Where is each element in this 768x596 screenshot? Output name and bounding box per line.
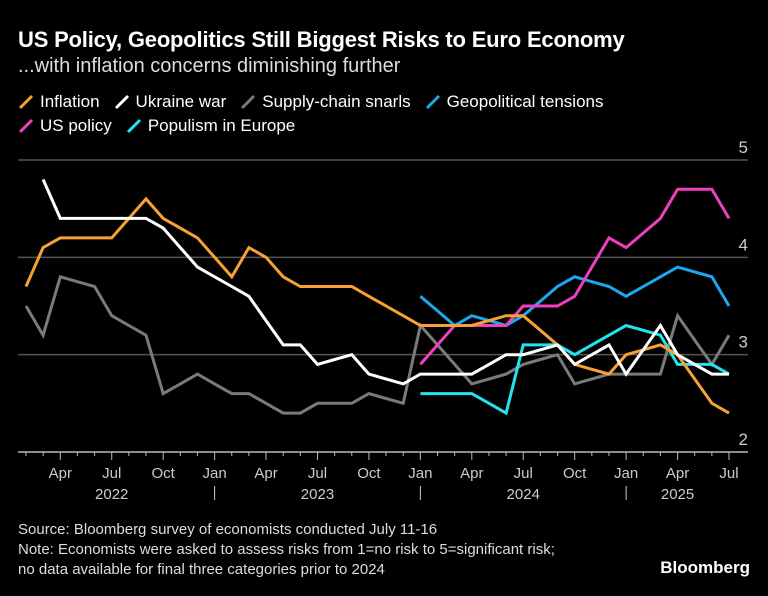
series-line-inflation (24, 196, 730, 415)
series-line-supply-chain-snarls (24, 274, 731, 415)
legend-item: Ukraine war (114, 92, 227, 112)
methodology-note: Note: Economists were asked to assess ri… (18, 541, 555, 558)
y-tick-label: 4 (739, 235, 748, 254)
x-tick-label: Jan (203, 465, 227, 482)
bloomberg-logo: Bloomberg (660, 558, 750, 577)
x-tick-label: Jan (614, 465, 638, 482)
series-line-geopolitical-tensions (419, 265, 731, 328)
chart-title: US Policy, Geopolitics Still Biggest Ris… (18, 27, 625, 52)
legend-label: Ukraine war (135, 92, 227, 111)
chart-subtitle: ...with inflation concerns diminishing f… (18, 55, 401, 77)
methodology-note: no data available for final three catego… (18, 561, 385, 578)
year-label: 2024 (507, 486, 540, 503)
x-tick-label: Jul (719, 465, 738, 482)
x-tick-label: Apr (460, 465, 483, 482)
legend-label: Inflation (40, 92, 100, 111)
year-label: 2022 (95, 486, 128, 503)
legend-label: Geopolitical tensions (446, 92, 604, 111)
legend-swatch-icon (126, 118, 141, 134)
legend-label: Supply-chain snarls (262, 92, 411, 111)
x-tick-label: Jul (308, 465, 327, 482)
footer: Source: Bloomberg survey of economists c… (18, 520, 555, 580)
legend-item: US policy (18, 116, 112, 136)
legend-row-2: US policy Populism in Europe (18, 116, 295, 136)
series-line-populism-in-europe (420, 323, 730, 416)
legend-label: Populism in Europe (147, 116, 296, 135)
x-tick-label: Oct (151, 465, 175, 482)
x-tick-label: Jul (102, 465, 121, 482)
legend-row-1: Inflation Ukraine war Supply-chain snarl… (18, 92, 603, 112)
legend-swatch-icon (241, 94, 256, 110)
x-tick-label: Apr (666, 465, 689, 482)
legend-item: Supply-chain snarls (240, 92, 411, 112)
legend-item: Inflation (18, 92, 100, 112)
x-tick-label: Jan (408, 465, 432, 482)
year-label: 2023 (301, 486, 334, 503)
x-tick-label: Apr (254, 465, 277, 482)
y-tick-label: 3 (739, 333, 748, 352)
legend-label: US policy (40, 116, 112, 135)
source-note: Source: Bloomberg survey of economists c… (18, 521, 438, 538)
legend-swatch-icon (18, 118, 34, 134)
x-tick-label: Oct (563, 465, 587, 482)
x-tick-label: Jul (514, 465, 533, 482)
series-line-ukraine-war (41, 178, 729, 386)
legend-item: Populism in Europe (126, 116, 295, 136)
legend-swatch-icon (425, 94, 440, 110)
y-tick-label: 2 (739, 430, 748, 449)
legend-swatch-icon (114, 94, 129, 110)
x-tick-label: Apr (49, 465, 72, 482)
year-label: 2025 (661, 486, 694, 503)
legend-item: Geopolitical tensions (425, 92, 604, 112)
x-tick-label: Oct (357, 465, 381, 482)
legend-swatch-icon (18, 94, 34, 110)
y-tick-label: 5 (739, 138, 748, 157)
